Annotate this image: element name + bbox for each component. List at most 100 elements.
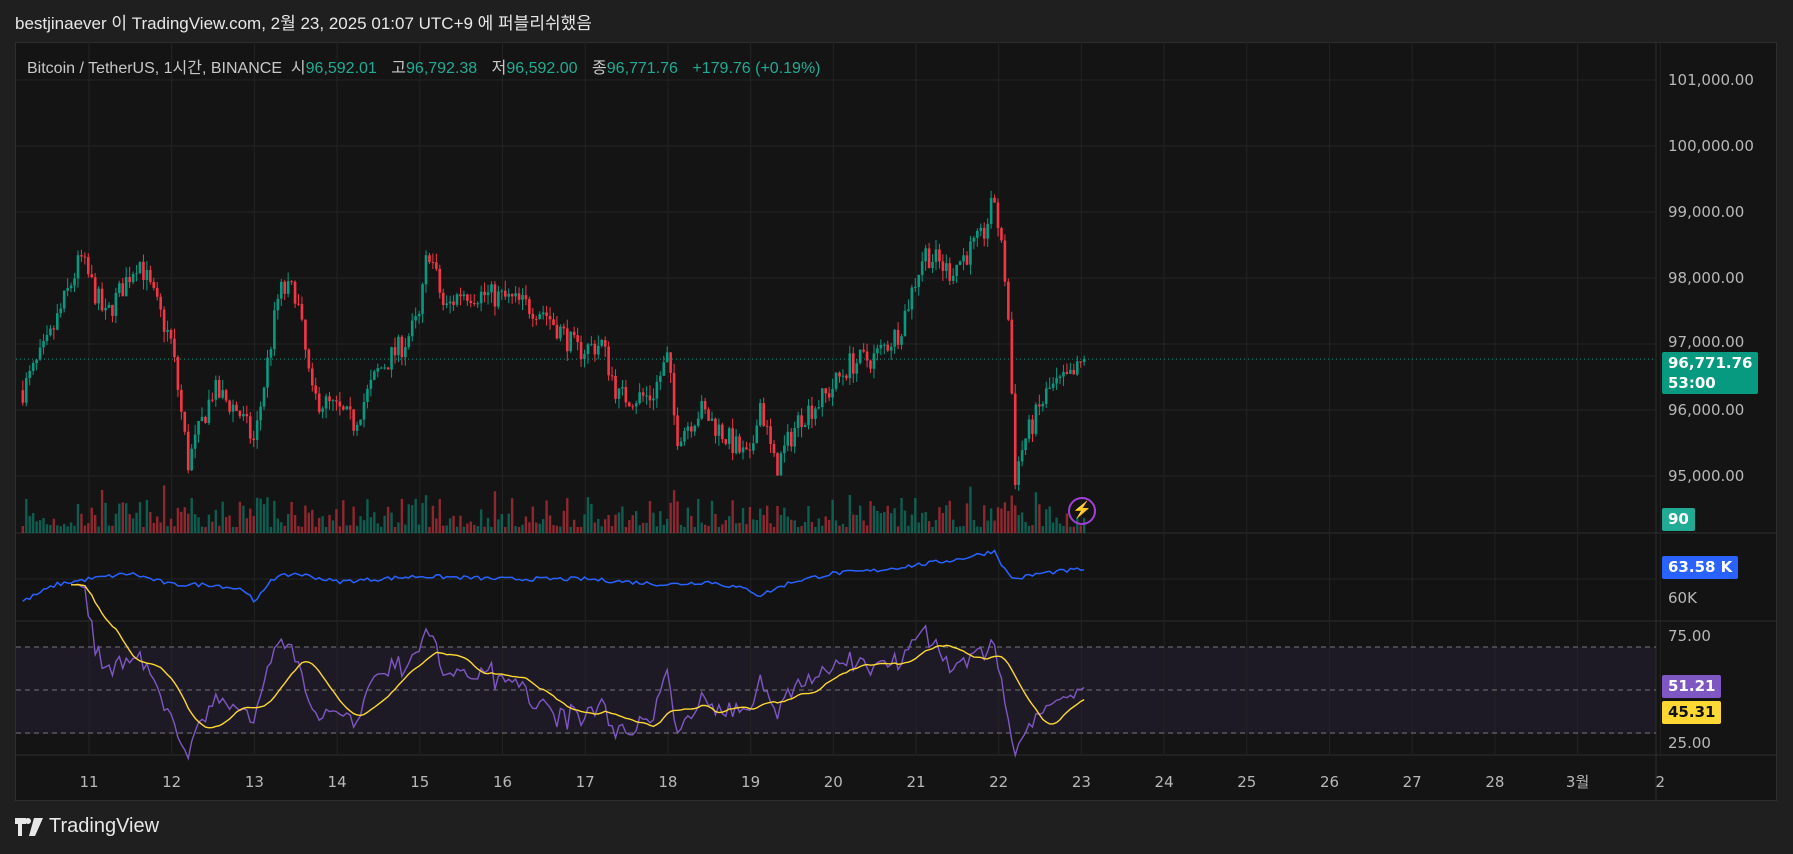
volume-bar (1058, 523, 1062, 533)
candle-body (204, 416, 207, 423)
volume-bar (211, 521, 214, 533)
candle-body (1038, 404, 1041, 407)
volume-bar (903, 510, 907, 533)
volume-bar (972, 520, 976, 533)
volume-bar (738, 522, 741, 533)
volume-bar (311, 509, 314, 533)
candle-body (559, 326, 562, 339)
tradingview-logo[interactable]: TradingView (15, 815, 159, 838)
volume-bar (162, 485, 166, 533)
low-value: 96,592.00 (506, 60, 578, 77)
candle-body (438, 268, 442, 293)
volume-bar (221, 501, 224, 533)
candle-body (66, 288, 69, 291)
volume-bar (521, 524, 524, 533)
volume-bar (793, 520, 796, 533)
candle-body (142, 261, 145, 280)
time-axis-label: 14 (328, 773, 347, 791)
rsi-axis-label: 75.00 (1668, 627, 1711, 645)
candle-body (889, 346, 893, 351)
volume-bar (21, 526, 25, 533)
volume-bar (266, 497, 269, 533)
candle-body (138, 261, 142, 274)
change-value: +179.76 (+0.19%) (692, 60, 821, 77)
candle-body (638, 392, 641, 404)
candle-body (534, 318, 538, 320)
volume-bar (142, 526, 145, 533)
candle-body (948, 263, 952, 281)
candle-body (910, 287, 914, 310)
candle-body (128, 277, 131, 283)
candle-body (152, 281, 156, 288)
time-axis-label: 27 (1403, 773, 1422, 791)
candle-body (180, 389, 183, 412)
price-axis-label: 95,000.00 (1668, 467, 1744, 485)
candle-body (155, 287, 159, 297)
candle-body (383, 367, 386, 369)
time-axis-label: 15 (410, 773, 429, 791)
volume-bar (190, 497, 193, 533)
rsi-pane (16, 621, 1776, 755)
candle-body (634, 403, 638, 407)
candle-body (283, 281, 287, 294)
volume-bar (517, 526, 521, 533)
lightning-icon[interactable]: ⚡ (1068, 497, 1096, 525)
volume-bar (803, 521, 807, 533)
candle-body (217, 380, 221, 398)
candle-body (417, 313, 421, 317)
volume-bar (1082, 518, 1086, 533)
candle-body (290, 281, 293, 283)
volume-bar (786, 516, 790, 533)
candle-body (279, 281, 283, 299)
volume-bar (411, 505, 414, 533)
candle-body (355, 424, 359, 431)
candle-body (224, 390, 228, 401)
volume-bar (345, 525, 348, 533)
candle-body (121, 283, 125, 297)
time-axis-label: 18 (658, 773, 677, 791)
candle-body (593, 343, 597, 355)
volume-bar (617, 512, 621, 533)
volume-bar (100, 489, 104, 533)
volume-bar (145, 499, 149, 533)
volume-bar (762, 514, 765, 533)
time-axis-label: 21 (906, 773, 925, 791)
volume-bar (286, 514, 290, 533)
candle-body (517, 293, 521, 300)
volume-bar (986, 520, 989, 533)
volume-bar (94, 514, 97, 533)
volume-bar (500, 514, 504, 533)
candle-body (1027, 419, 1031, 439)
volume-bar (197, 517, 200, 533)
candle-body (727, 428, 731, 444)
candle-body (1031, 419, 1034, 434)
volume-bar (717, 526, 721, 533)
time-axis-label: 24 (1155, 773, 1174, 791)
candle-body (538, 314, 542, 319)
candle-body (776, 453, 779, 476)
price-axis-label: 96,000.00 (1668, 401, 1744, 419)
volume-bar (700, 522, 703, 533)
candle-body (1034, 404, 1038, 434)
candle-body (45, 334, 49, 342)
candle-body (934, 249, 938, 262)
volume-bar (603, 519, 607, 533)
volume-bar (228, 515, 231, 533)
candle-body (359, 419, 362, 425)
volume-bar (624, 527, 628, 533)
candle-body (507, 293, 511, 297)
volume-bar (280, 522, 283, 533)
candle-body (1007, 281, 1010, 320)
candle-body (455, 294, 459, 305)
candle-body (38, 347, 42, 360)
symbol-name[interactable]: Bitcoin / TetherUS, 1시간, BINANCE (27, 60, 283, 77)
candle-body (166, 329, 169, 332)
time-axis-label: 12 (162, 773, 181, 791)
volume-bar (255, 497, 259, 533)
symbol-legend: Bitcoin / TetherUS, 1시간, BINANCE 시96,592… (27, 54, 831, 78)
volume-bar (462, 526, 466, 533)
price-axis-label: 99,000.00 (1668, 203, 1744, 221)
candle-body (300, 303, 304, 320)
volume-tag: 90 (1662, 508, 1695, 531)
